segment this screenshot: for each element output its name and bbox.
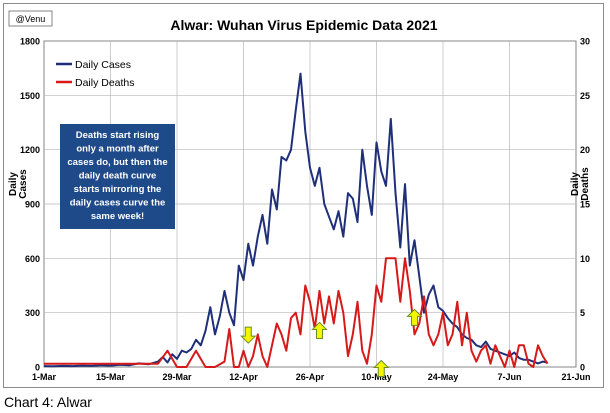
annotation-arrow-icon bbox=[311, 321, 328, 339]
annotation-line: cases do, but then the bbox=[67, 157, 167, 168]
x-tick-label: 7-Jun bbox=[497, 372, 521, 382]
axis-ticks: 0 300 600 900 1200 1500 1800 0 5 10 15 20 25 30 1-Mar 1… bbox=[20, 37, 591, 383]
annotation-arrow-icon bbox=[373, 359, 390, 377]
x-tick-label: 29-Mar bbox=[162, 372, 192, 382]
annotation-background bbox=[60, 124, 175, 229]
x-tick-label: 12-Apr bbox=[229, 372, 258, 382]
watermark-box bbox=[8, 10, 53, 27]
y-left-tick-label: 300 bbox=[25, 308, 40, 318]
watermark: @Venu bbox=[16, 14, 46, 24]
annotation-line: only a month after bbox=[76, 144, 159, 155]
annotation-box: Deaths start rising only a month after cas… bbox=[60, 124, 175, 229]
annotation-arrow-icon bbox=[406, 308, 423, 326]
x-tick-label: 10-May bbox=[361, 372, 392, 382]
annotation-arrows bbox=[240, 308, 423, 377]
annotation-line: daily cases curve the bbox=[70, 198, 166, 209]
chart-caption: Chart 4: Alwar bbox=[4, 394, 92, 410]
annotation-line: Deaths start rising bbox=[76, 130, 160, 141]
y-left-label-line1: Daily bbox=[8, 172, 19, 196]
y-left-tick-label: 1200 bbox=[20, 145, 40, 155]
grid bbox=[44, 41, 576, 367]
x-tick-label: 1-Mar bbox=[32, 372, 57, 382]
annotation-line: starts mirroring the bbox=[74, 184, 162, 195]
y-left-tick-label: 1500 bbox=[20, 91, 40, 101]
series-daily-cases-line bbox=[43, 72, 548, 368]
y-right-tick-label: 15 bbox=[580, 200, 590, 210]
y-left-label-line2: Cases bbox=[18, 169, 29, 199]
y-right-tick-label: 10 bbox=[580, 254, 590, 264]
y-right-label-line1: Daily bbox=[570, 172, 581, 196]
legend: Daily Cases Daily Deaths bbox=[56, 59, 135, 89]
annotation-line: same week! bbox=[91, 211, 144, 222]
x-tick-label: 26-Apr bbox=[296, 372, 325, 382]
annotation-line: daily death curve bbox=[79, 171, 157, 182]
y-right-tick-label: 25 bbox=[580, 91, 590, 101]
y-right-tick-label: 0 bbox=[580, 363, 585, 373]
chart-frame: @Venu Alwar: Wuhan Virus Epidemic Data 2… bbox=[3, 3, 604, 388]
chart-svg: @Venu Alwar: Wuhan Virus Epidemic Data 2… bbox=[8, 10, 591, 383]
y-right-tick-label: 5 bbox=[580, 308, 585, 318]
chart-title: Alwar: Wuhan Virus Epidemic Data 2021 bbox=[170, 17, 437, 33]
y-left-tick-label: 1800 bbox=[20, 37, 40, 47]
series-daily-deaths-line bbox=[44, 257, 549, 368]
y-left-tick-label: 0 bbox=[35, 363, 40, 373]
x-tick-label: 15-Mar bbox=[96, 372, 126, 382]
legend-deaths-label: Daily Deaths bbox=[75, 77, 135, 89]
x-tick-label: 21-Jun bbox=[561, 372, 590, 382]
y-right-tick-label: 20 bbox=[580, 145, 590, 155]
legend-cases-label: Daily Cases bbox=[75, 59, 131, 71]
x-tick-label: 24-May bbox=[428, 372, 459, 382]
y-right-label-line2: Deaths bbox=[580, 167, 591, 201]
y-right-tick-label: 30 bbox=[580, 37, 590, 47]
annotation-text: Deaths start rising only a month after cas… bbox=[67, 130, 167, 222]
annotation-arrow-icon bbox=[240, 326, 257, 344]
y-left-tick-label: 900 bbox=[25, 200, 40, 210]
y-left-tick-label: 600 bbox=[25, 254, 40, 264]
